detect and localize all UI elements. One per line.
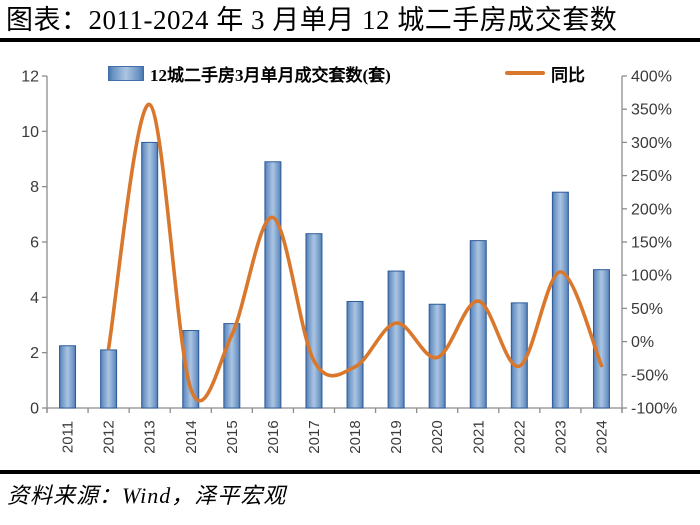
left-axis-tick-label: 2 <box>30 345 39 362</box>
left-axis-tick-label: 0 <box>30 401 39 418</box>
right-axis-tick-label: 150% <box>631 235 672 252</box>
right-axis-tick-label: 250% <box>631 168 672 185</box>
x-axis-tick-label: 2020 <box>429 420 446 453</box>
right-axis-tick-label: -100% <box>631 401 677 418</box>
bar-2011 <box>59 345 77 409</box>
line-series-swatch-icon <box>505 71 545 75</box>
x-axis-tick-label: 2011 <box>60 421 77 453</box>
right-axis-tick-label: 200% <box>631 201 672 218</box>
line-series-label: 同比 <box>551 65 585 85</box>
axes <box>46 76 623 413</box>
left-axis-labels: 0 2 4 6 8 10 12 <box>21 69 47 418</box>
x-axis-tick-label: 2021 <box>470 420 487 453</box>
bar-2019 <box>387 270 405 409</box>
bar-2023 <box>551 191 569 409</box>
x-axis-tick-label: 2012 <box>101 420 118 453</box>
bar-2017 <box>305 233 323 409</box>
footer-divider <box>0 470 700 474</box>
x-axis-tick-label: 2019 <box>388 420 405 453</box>
right-axis-tick-label: -50% <box>631 367 668 384</box>
x-axis-tick-label: 2013 <box>142 420 159 453</box>
bar-series-swatch-icon <box>108 65 144 81</box>
right-axis-tick-label: 0% <box>631 334 654 351</box>
left-axis-tick-label: 4 <box>30 290 39 307</box>
source-note: 资料来源：Wind，泽平宏观 <box>7 483 287 508</box>
bar-2022 <box>510 302 528 409</box>
x-axis-tick-label: 2024 <box>593 420 610 453</box>
bar-2021 <box>469 240 487 409</box>
left-axis-tick-label: 12 <box>21 69 39 86</box>
left-axis-tick-label: 6 <box>30 235 39 252</box>
bar-2013 <box>141 141 159 409</box>
left-axis-tick-label: 10 <box>21 124 39 141</box>
bar-2012 <box>100 349 118 409</box>
bar-2016 <box>264 161 282 409</box>
right-axis-tick-label: 400% <box>631 69 672 86</box>
right-axis-tick-label: 100% <box>631 268 672 285</box>
right-axis-labels: -100% -50% 0% 50% 100% 150% 200% 250% 300% 350% 40… <box>622 69 677 418</box>
bar-series-label: 12城二手房3月单月成交套数(套) <box>150 65 391 85</box>
left-axis-tick-label: 8 <box>30 179 39 196</box>
legend-item-line: 同比 <box>505 62 585 85</box>
right-axis-tick-label: 50% <box>631 301 663 318</box>
legend-item-bars: 12城二手房3月单月成交套数(套) <box>108 62 391 85</box>
x-axis-tick-label: 2023 <box>552 420 569 453</box>
x-axis-tick-label: 2018 <box>347 420 364 453</box>
right-axis-tick-label: 300% <box>631 135 672 152</box>
title-divider <box>0 38 700 42</box>
x-axis-tick-label: 2015 <box>224 420 241 453</box>
x-axis-tick-label: 2016 <box>265 420 282 453</box>
page-title: 图表：2011-2024 年 3 月单月 12 城二手房成交套数 <box>6 5 618 35</box>
bar-2024 <box>592 269 610 409</box>
right-axis-tick-label: 350% <box>631 102 672 119</box>
x-axis-tick-label: 2014 <box>183 420 200 453</box>
bar-2014 <box>182 330 200 409</box>
bar-series <box>59 141 610 409</box>
yoy-line <box>106 102 604 403</box>
x-axis-tick-label: 2022 <box>511 420 528 453</box>
bar-2018 <box>346 300 364 409</box>
x-axis-labels: 2011 2012 2013 2014 2015 2016 2017 2018 2019 2020… <box>60 420 611 453</box>
x-axis-tick-label: 2017 <box>306 420 323 453</box>
